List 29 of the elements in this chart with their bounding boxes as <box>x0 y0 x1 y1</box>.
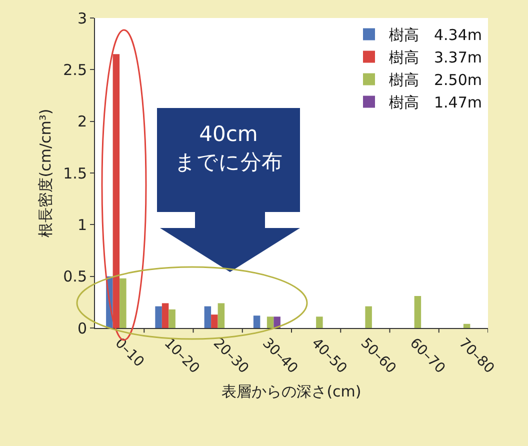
bar <box>168 309 176 328</box>
y-tick-label: 0 <box>77 319 87 338</box>
legend-label: 樹高 2.50m <box>389 71 482 90</box>
legend-label: 樹高 4.34m <box>389 26 482 44</box>
y-tick-label: 0.5 <box>63 268 87 286</box>
bar <box>211 314 218 328</box>
bar <box>112 54 120 328</box>
bar <box>204 306 212 328</box>
bar <box>155 306 162 328</box>
y-tick-label: 1 <box>77 216 87 234</box>
y-tick-label: 1.5 <box>63 164 87 182</box>
y-tick-label: 2.5 <box>63 60 87 79</box>
bar <box>218 303 225 328</box>
bar <box>316 316 323 328</box>
legend-label: 樹高 1.47m <box>389 94 482 112</box>
y-axis-title: 根長密度(cm/cm³) <box>36 108 54 238</box>
y-tick-label: 2 <box>77 112 87 131</box>
bar <box>253 316 260 328</box>
bar <box>120 278 126 328</box>
x-axis-title: 表層からの深さ(cm) <box>222 382 362 401</box>
bar <box>266 316 274 328</box>
bar <box>365 306 372 328</box>
bar <box>162 303 169 328</box>
annotation: までに分布 <box>174 149 284 176</box>
y-tick-label: 3 <box>77 9 87 28</box>
bar <box>463 324 470 328</box>
annotation: 40cm <box>198 121 259 148</box>
bar <box>414 296 422 328</box>
legend-label: 樹高 3.37m <box>389 48 482 67</box>
